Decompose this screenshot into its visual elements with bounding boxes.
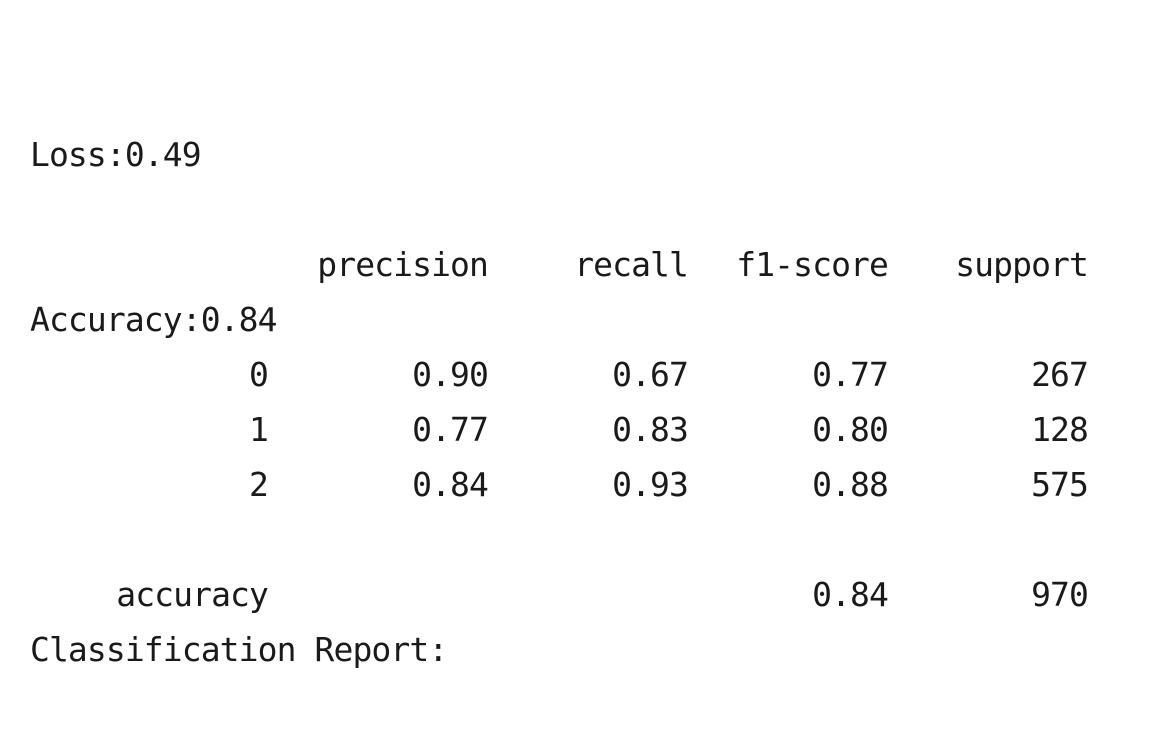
precision-value: 0.90 (412, 355, 489, 394)
accuracy-value: 0.84 (812, 575, 889, 614)
report-title: Classification Report: (30, 630, 448, 669)
table-row: 2 0.84 0.93 0.88 575 (30, 457, 1130, 512)
recall-value: 0.67 (612, 355, 689, 394)
support-value: 267 (1031, 355, 1089, 394)
f1-score-value: 0.88 (812, 465, 889, 504)
support-value: 128 (1031, 410, 1089, 449)
accuracy-row: accuracy 0.84 970 (30, 567, 1130, 622)
header-row: precision recall f1-score support (30, 237, 1130, 292)
precision-value: 0.77 (412, 410, 489, 449)
precision-value: 0.84 (412, 465, 489, 504)
header-recall: recall (574, 245, 689, 284)
class-label: 1 (249, 410, 269, 449)
f1-score-value: 0.80 (812, 410, 889, 449)
loss-line: Loss:0.49 (30, 135, 202, 174)
class-label: 0 (249, 355, 269, 394)
table-row: 0 0.90 0.67 0.77 267 (30, 347, 1130, 402)
classification-report-table: precision recall f1-score support 0 0.90… (30, 237, 1130, 622)
recall-value: 0.83 (612, 410, 689, 449)
accuracy-line: Accuracy:0.84 (30, 300, 277, 339)
accuracy-label: accuracy (116, 575, 269, 614)
recall-value: 0.93 (612, 465, 689, 504)
f1-score-value: 0.77 (812, 355, 889, 394)
blank-row (30, 292, 1130, 347)
blank-row (30, 512, 1130, 567)
support-value: 575 (1031, 465, 1089, 504)
header-support: support (955, 245, 1089, 284)
class-label: 2 (249, 465, 269, 504)
header-precision: precision (317, 245, 489, 284)
table-row: 1 0.77 0.83 0.80 128 (30, 402, 1130, 457)
header-f1-score: f1-score (736, 245, 889, 284)
accuracy-support: 970 (1031, 575, 1089, 614)
